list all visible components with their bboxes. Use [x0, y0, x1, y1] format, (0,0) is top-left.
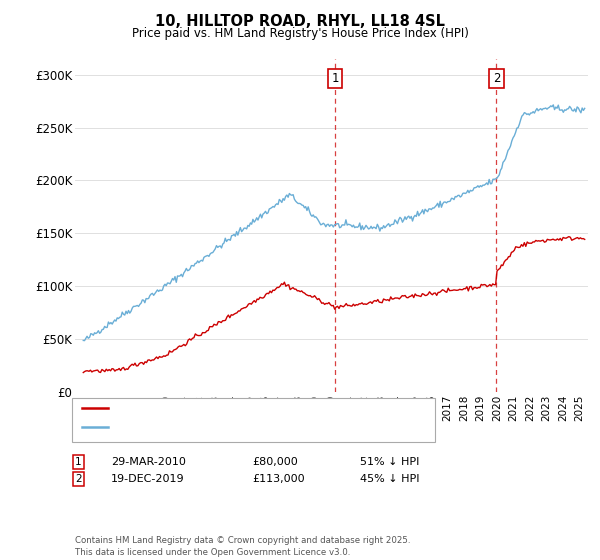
Text: 51% ↓ HPI: 51% ↓ HPI	[360, 457, 419, 467]
Text: Price paid vs. HM Land Registry's House Price Index (HPI): Price paid vs. HM Land Registry's House …	[131, 27, 469, 40]
Text: Contains HM Land Registry data © Crown copyright and database right 2025.
This d: Contains HM Land Registry data © Crown c…	[75, 536, 410, 557]
Text: 10, HILLTOP ROAD, RHYL, LL18 4SL: 10, HILLTOP ROAD, RHYL, LL18 4SL	[155, 14, 445, 29]
Text: 1: 1	[75, 457, 82, 467]
Text: 10, HILLTOP ROAD, RHYL, LL18 4SL (detached house): 10, HILLTOP ROAD, RHYL, LL18 4SL (detach…	[114, 403, 412, 413]
Text: 2: 2	[493, 72, 500, 85]
Text: 2: 2	[75, 474, 82, 484]
Text: 19-DEC-2019: 19-DEC-2019	[111, 474, 185, 484]
Text: HPI: Average price, detached house, Denbighshire: HPI: Average price, detached house, Denb…	[114, 422, 395, 432]
Text: £80,000: £80,000	[252, 457, 298, 467]
Text: £113,000: £113,000	[252, 474, 305, 484]
Text: 29-MAR-2010: 29-MAR-2010	[111, 457, 186, 467]
Text: 1: 1	[332, 72, 339, 85]
Text: 45% ↓ HPI: 45% ↓ HPI	[360, 474, 419, 484]
